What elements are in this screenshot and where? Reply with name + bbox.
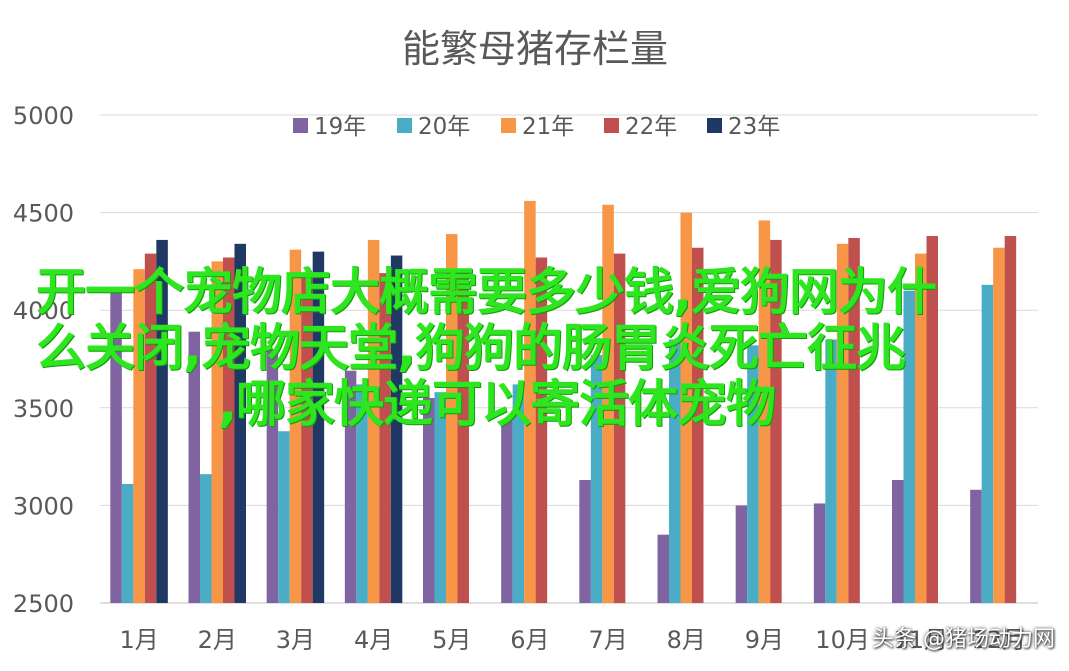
y-tick-label: 2500 [13,590,74,618]
bar-20年-11月 [903,290,915,603]
x-tick-label: 11月 [893,626,948,654]
bar-19年-1月 [110,290,122,603]
bar-20年-1月 [121,483,134,603]
y-axis-ticks: 5000 4500 4000 3500 3000 2500 [13,102,74,618]
legend-swatch [397,118,412,133]
legend-label: 19年 [314,114,366,140]
bar-19年-7月 [579,480,591,603]
bar-21年-1月 [133,269,145,603]
bar-22年-4月 [379,273,391,603]
bar-20年-9月 [747,345,759,603]
bar-20年-8月 [669,339,681,603]
bar-22年-12月 [1004,236,1017,604]
x-tick-label: 5月 [432,626,471,654]
bar-21年-12月 [993,247,1005,603]
bar-20年-10月 [825,339,837,603]
x-tick-label: 6月 [510,626,549,654]
legend-swatch [501,118,516,133]
bar-23年-4月 [390,255,403,603]
legend-label: 23年 [728,114,780,140]
bar-22年-7月 [613,253,626,604]
bar-22年-1月 [144,253,157,604]
bar-22年-9月 [770,239,782,604]
bar-20年-2月 [200,474,212,603]
bar-20年-6月 [512,384,525,603]
bar-20年-12月 [981,284,994,603]
legend: 19年 20年 21年 22年 23年 [293,114,780,140]
bar-20年-3月 [278,431,290,603]
watermark: 头条 @猪场动力网 [872,617,1055,657]
watermark-text: 头条 @猪场动力网 [872,627,1055,652]
y-tick-label: 3000 [13,492,74,520]
y-tick-label: 4000 [13,297,74,325]
bar-20年-7月 [590,355,603,603]
legend-label: 20年 [418,114,470,140]
x-tick-label: 9月 [745,626,784,654]
bar-23年-2月 [234,243,246,603]
bar-22年-10月 [848,237,860,603]
bar-21年-6月 [524,200,536,603]
legend-swatch [707,118,722,133]
bar-19年-3月 [266,349,279,603]
bar-21年-8月 [680,212,692,603]
bar-19年-6月 [501,419,513,603]
bar-22年-3月 [301,273,313,603]
x-tick-label: 12月 [972,626,1027,654]
x-tick-label: 1月 [119,626,158,654]
bar-19年-11月 [892,480,904,603]
chart-title: 能繁母猪存栏量 [402,27,668,71]
bar-22年-5月 [457,273,469,603]
legend-swatch [293,118,308,133]
bar-22年-8月 [692,247,704,603]
bar-19年-4月 [344,370,357,603]
x-tick-label: 3月 [276,626,315,654]
x-tick-label: 10月 [815,626,870,654]
bar-22年-11月 [926,236,938,604]
legend-label: 21年 [522,114,574,140]
y-tick-label: 5000 [13,102,74,130]
overlay-line-1: 开一个宠物店大概需要多少钱,爱狗网为什 [36,263,937,321]
bar-21年-9月 [758,220,771,603]
x-tick-label: 2月 [198,626,237,654]
legend-label: 22年 [625,114,677,140]
bars [110,200,1017,604]
bar-23年-1月 [156,239,168,604]
y-tick-label: 3500 [13,395,74,423]
bar-19年-2月 [188,331,200,603]
bar-19年-10月 [813,503,826,603]
bar-22年-2月 [223,257,235,603]
bar-21年-3月 [289,249,302,604]
bar-21年-2月 [211,261,223,603]
bar-22年-6月 [535,257,548,603]
bar-21年-10月 [836,243,849,603]
bar-21年-7月 [602,204,614,604]
bar-19年-5月 [423,398,435,603]
overlay-line-3: ,哪家快递可以寄活体宠物 [218,375,776,433]
x-tick-label: 8月 [667,626,706,654]
bar-19年-9月 [735,505,748,603]
bar-21年-5月 [446,234,458,603]
bar-20年-4月 [356,384,368,603]
x-tick-label: 7月 [588,626,627,654]
y-tick-label: 4500 [13,200,74,228]
bar-23年-3月 [312,251,325,603]
x-axis-ticks: 1月 2月 3月 4月 5月 6月 7月 8月 9月 10月 11月 12月 [119,626,1026,654]
gridlines [100,114,1038,604]
bar-21年-11月 [915,253,927,604]
bar-19年-8月 [657,534,669,603]
bar-21年-4月 [367,239,380,604]
bar-20年-5月 [434,392,446,603]
x-tick-label: 4月 [354,626,393,654]
legend-swatch [604,118,619,133]
bar-19年-12月 [970,489,982,603]
overlay-line-2: 么关闭,宠物天堂,狗狗的肠胃炎死亡征兆 [36,319,906,377]
